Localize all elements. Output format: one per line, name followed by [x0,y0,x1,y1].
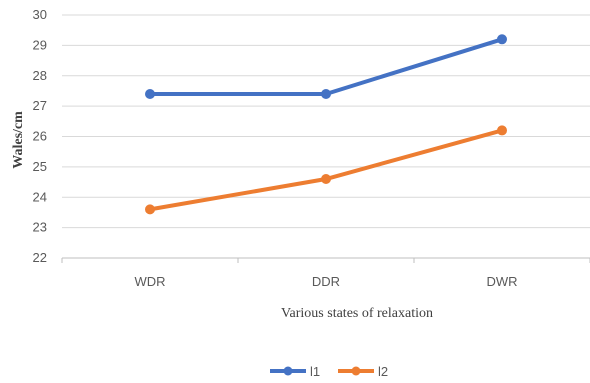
y-axis-title: Wales/cm [11,111,26,169]
y-tick-label: 24 [33,189,47,204]
legend-label-l2: l2 [378,364,388,379]
legend-marker-l1 [283,366,293,376]
data-point-l2 [145,204,155,215]
x-tick-label: DWR [486,274,517,289]
gridlines [61,14,590,263]
x-axis-title: Various states of relaxation [281,306,433,321]
data-point-l1 [497,34,507,45]
legend: l1 l2 [270,364,388,379]
y-tick-label: 22 [33,250,47,265]
y-tick-label: 23 [33,220,47,235]
data-point-l1 [145,88,155,99]
data-point-l1 [321,88,331,99]
y-tick-label: 30 [33,7,47,22]
series-line-l1 [148,37,504,96]
series-layer [145,34,507,215]
y-tick-label: 26 [33,129,47,144]
y-tick-label: 25 [33,159,47,174]
data-point-l2 [321,174,331,185]
y-tick-label: 28 [33,68,47,83]
y-tick-label: 29 [33,37,47,52]
y-tick-label: 27 [33,98,47,113]
data-point-l2 [497,125,507,136]
x-tick-labels: WDR DDR DWR [134,274,517,289]
legend-marker-l2 [351,366,361,376]
x-tick-label: WDR [134,274,165,289]
x-tick-label: DDR [312,274,340,289]
legend-label-l1: l1 [310,364,320,379]
y-tick-labels: 22 23 24 25 26 27 28 29 30 [33,7,47,265]
